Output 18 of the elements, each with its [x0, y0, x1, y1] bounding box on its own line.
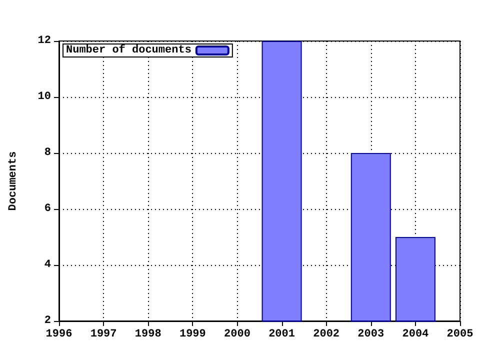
y-tick-label: 2 — [44, 315, 51, 327]
x-tick-label: 1996 — [46, 328, 72, 340]
x-tick-label: 2000 — [224, 328, 250, 340]
x-tick-label: 2003 — [358, 328, 384, 340]
y-tick-label: 8 — [44, 147, 52, 159]
y-tick-label: 4 — [44, 259, 52, 271]
x-tick-label: 2005 — [446, 328, 474, 340]
x-tick-label: 2001 — [268, 328, 296, 340]
y-tick-label: 12 — [38, 35, 51, 47]
y-axis-title: Documents — [8, 151, 20, 211]
legend-label: Number of documents — [66, 44, 192, 56]
x-tick-label: 1998 — [134, 328, 162, 340]
x-tick-label: 2004 — [402, 328, 430, 340]
y-tick-label: 6 — [44, 203, 51, 215]
x-tick-label: 1999 — [179, 328, 206, 340]
y-tick-label: 10 — [38, 91, 51, 103]
x-tick-label: 2002 — [313, 328, 340, 340]
x-tick-label: 1997 — [90, 328, 117, 340]
